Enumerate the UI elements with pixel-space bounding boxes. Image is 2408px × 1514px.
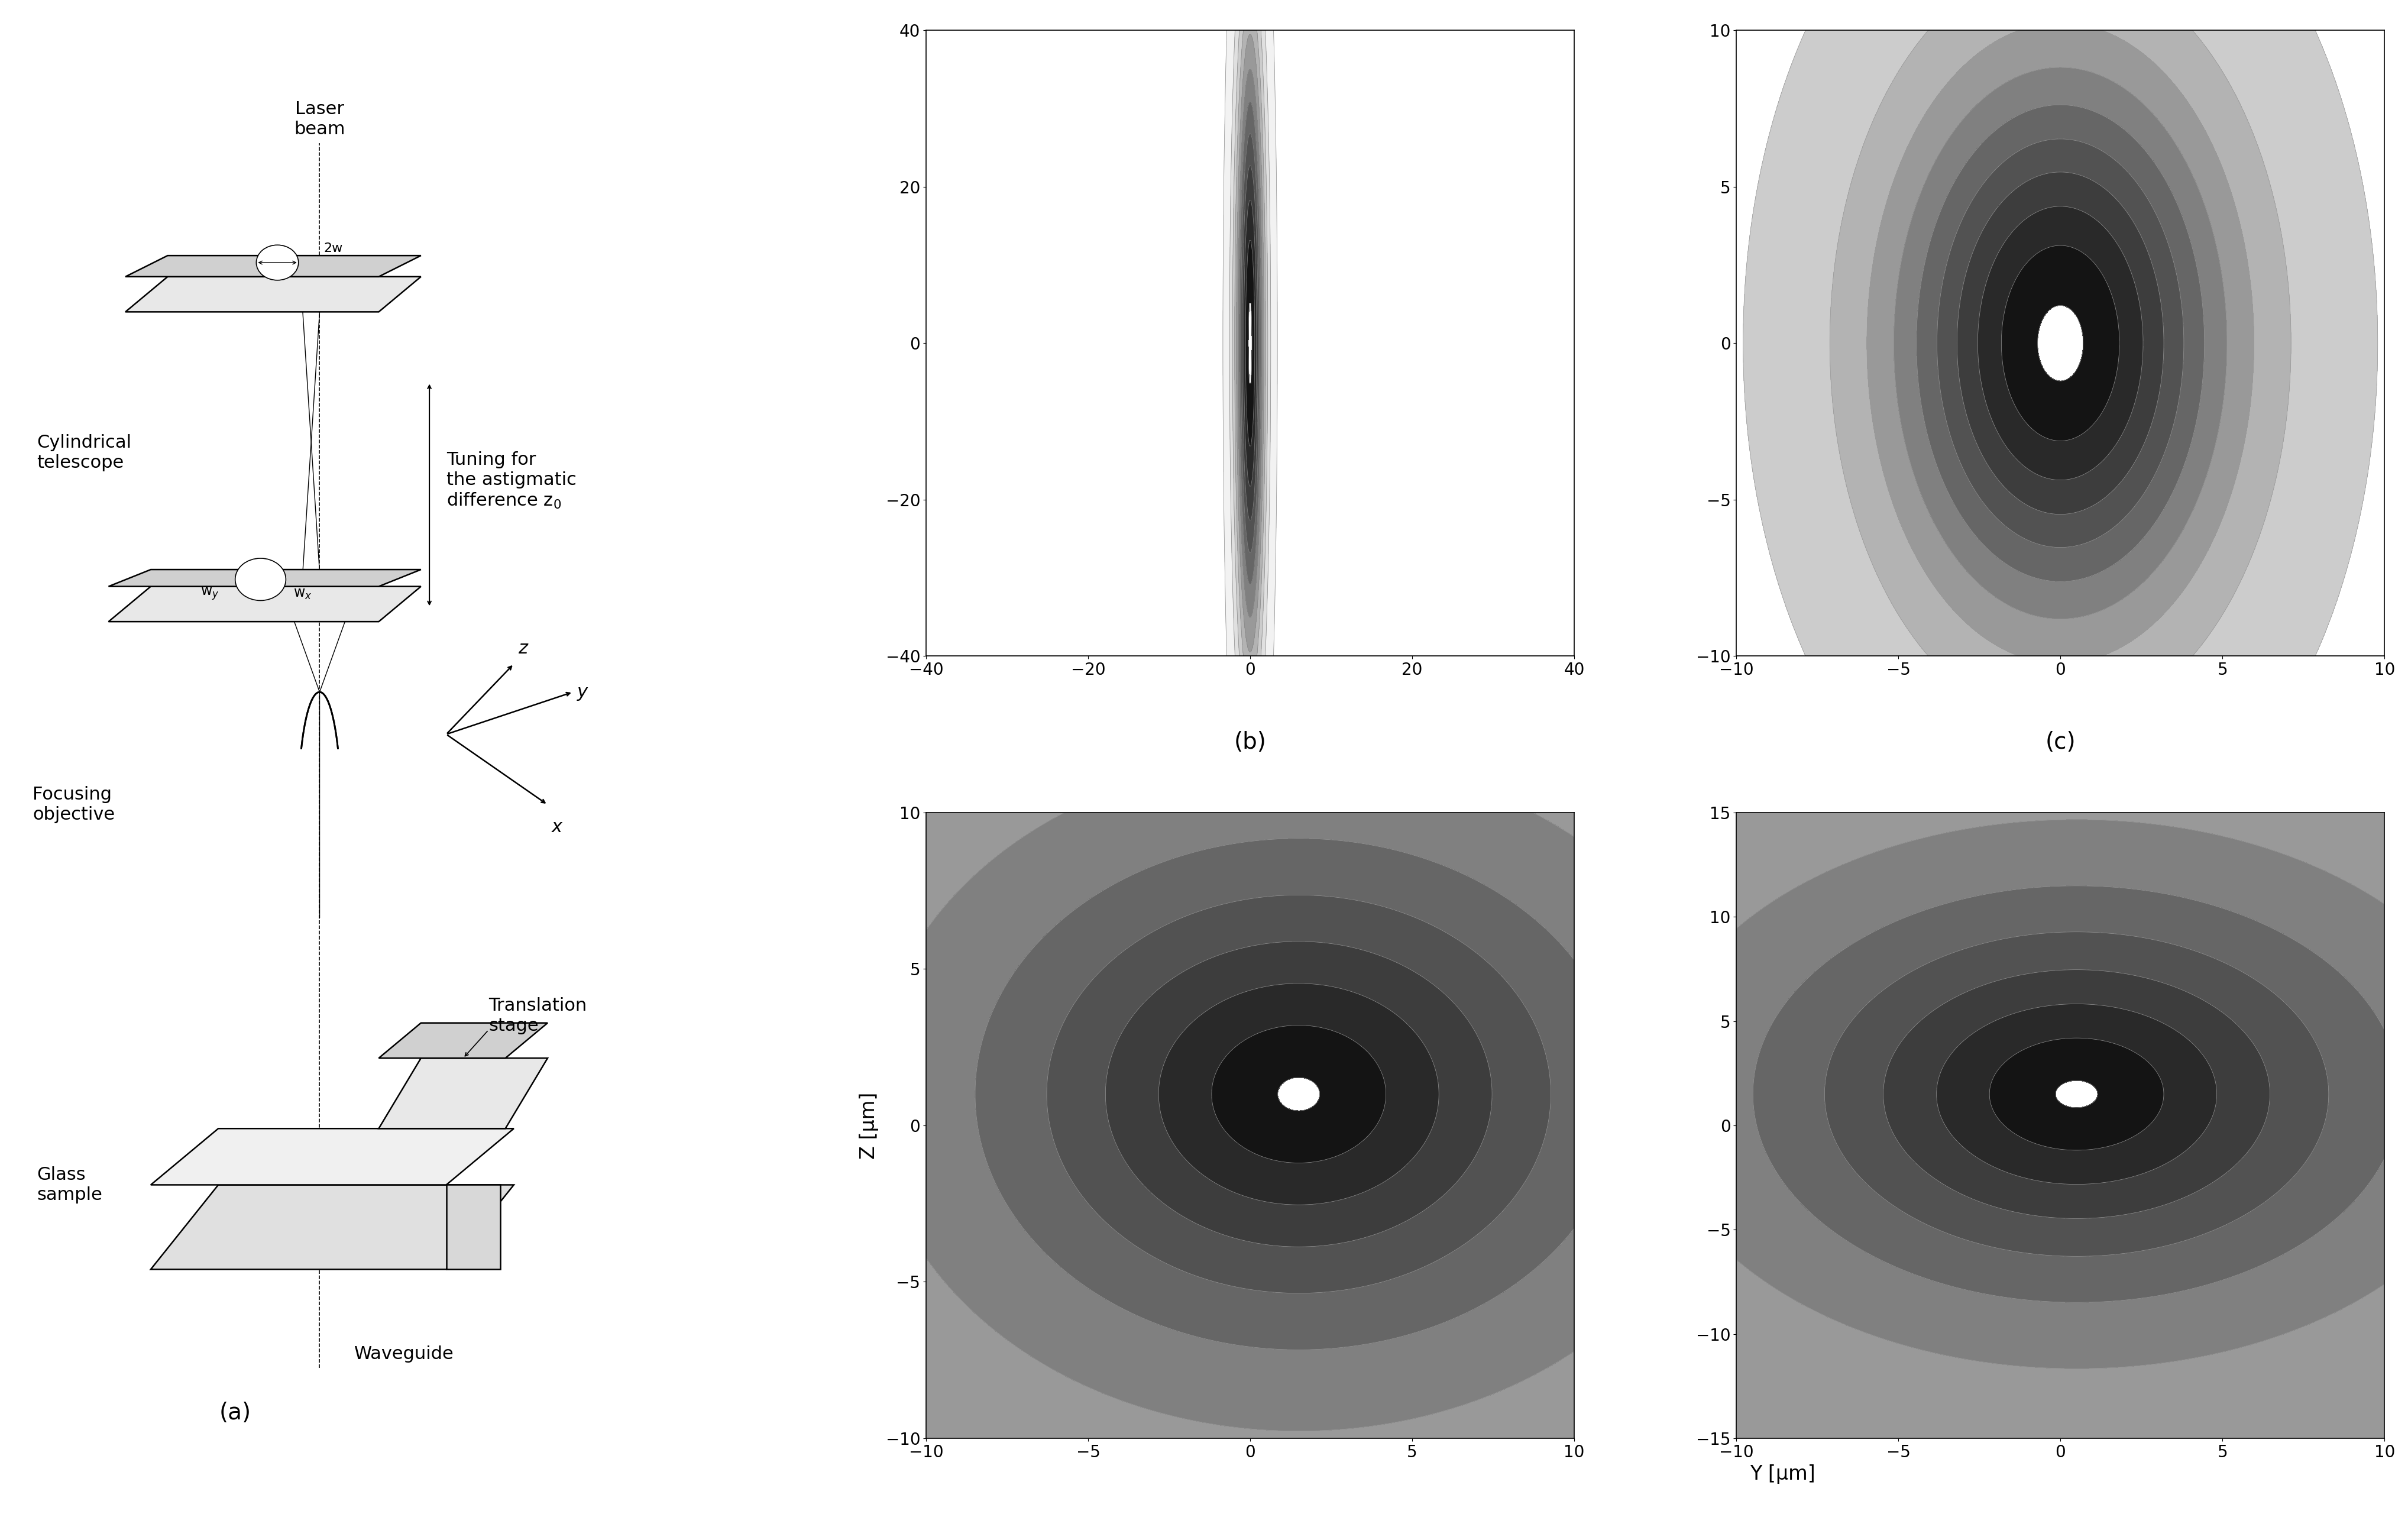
Text: (c): (c) [2044,731,2076,754]
Text: (b): (b) [1233,731,1267,754]
Text: w$_y$: w$_y$ [200,586,219,601]
Text: Tuning for
the astigmatic
difference z$_0$: Tuning for the astigmatic difference z$_… [445,451,576,510]
Text: 2w: 2w [323,242,342,254]
Polygon shape [108,569,421,586]
Text: (a): (a) [219,1402,250,1425]
Text: w$_x$: w$_x$ [294,586,313,601]
Polygon shape [152,1185,513,1269]
Text: Y [μm]: Y [μm] [1748,1464,1816,1484]
Polygon shape [445,1185,501,1269]
Text: Waveguide: Waveguide [354,1346,453,1363]
Y-axis label: Z [μm]: Z [μm] [860,1092,879,1158]
Text: Focusing
objective: Focusing objective [34,786,116,824]
Text: z: z [518,640,527,657]
Polygon shape [125,277,421,312]
Polygon shape [125,256,421,277]
Text: Glass
sample: Glass sample [36,1166,101,1204]
Text: Translation
stage: Translation stage [489,998,588,1034]
Polygon shape [378,1023,547,1058]
Polygon shape [378,1058,547,1128]
Text: Cylindrical
telescope: Cylindrical telescope [36,435,132,471]
Text: y: y [578,683,588,701]
Text: Laser
beam: Laser beam [294,100,344,138]
Polygon shape [152,1128,513,1185]
Ellipse shape [236,559,287,601]
Polygon shape [108,586,421,622]
Text: x: x [551,819,563,836]
Ellipse shape [255,245,299,280]
